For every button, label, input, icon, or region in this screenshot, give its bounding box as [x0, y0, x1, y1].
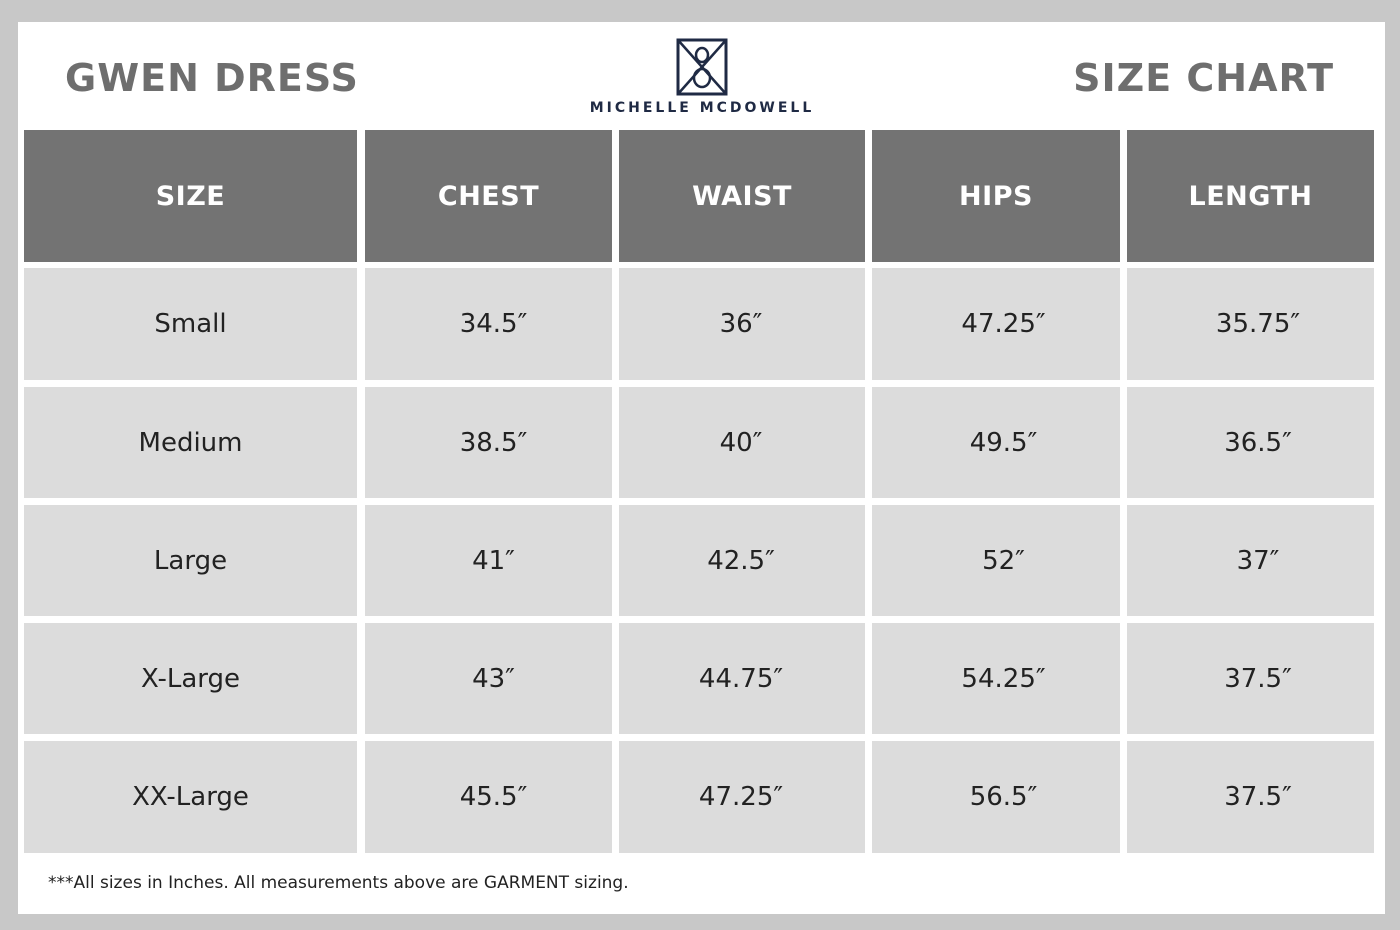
table-cell-size-text: Medium [138, 427, 243, 458]
table-cell-chest-text: 34.5″ [459, 309, 528, 339]
table-cell-length: 35.75″ [1127, 268, 1374, 380]
table-cell-waist: 47.25″ [619, 741, 865, 853]
table-cell-chest: 45.5″ [365, 741, 612, 853]
product-title: GWEN DRESS [65, 56, 359, 100]
table-cell-hips: 52″ [872, 505, 1120, 616]
table-cell-waist: 40″ [619, 387, 865, 498]
table-cell-length-text: 35.75″ [1215, 309, 1301, 339]
table-cell-waist: 42.5″ [619, 505, 865, 616]
table-cell-chest: 41″ [365, 505, 612, 616]
table-cell-chest-text: 41″ [472, 545, 515, 576]
table-cell-size: Medium [24, 387, 357, 498]
footnote: ***All sizes in Inches. All measurements… [48, 873, 629, 893]
table-cell-waist-text: 36″ [719, 309, 763, 339]
table-cell-hips: 56.5″ [872, 741, 1120, 853]
column-header-size: SIZE [24, 130, 357, 262]
table-cell-length: 36.5″ [1127, 387, 1374, 498]
column-header-chest: CHEST [365, 130, 612, 262]
table-cell-hips: 49.5″ [872, 387, 1120, 498]
table-cell-size: Large [24, 505, 357, 616]
brand-monogram-icon [676, 38, 728, 96]
table-cell-chest: 43″ [365, 623, 612, 734]
table-cell-length-text: 37″ [1236, 545, 1280, 576]
table-cell-waist-text: 44.75″ [698, 663, 784, 694]
table-cell-waist-text: 42.5″ [707, 545, 775, 576]
column-header-size-text: SIZE [155, 180, 226, 212]
table-cell-length-text: 37.5″ [1224, 663, 1292, 694]
table-cell-waist: 44.75″ [619, 623, 865, 734]
column-header-waist: WAIST [619, 130, 865, 262]
table-cell-hips: 54.25″ [872, 623, 1120, 734]
table-cell-chest: 34.5″ [365, 268, 612, 380]
table-cell-size: XX-Large [24, 741, 357, 853]
column-header-waist-text: WAIST [692, 180, 792, 212]
table-cell-hips: 47.25″ [872, 268, 1120, 380]
table-cell-size-text: Large [153, 545, 228, 576]
table-cell-chest-text: 38.5″ [459, 427, 528, 458]
table-cell-hips-text: 54.25″ [961, 663, 1046, 694]
chart-title: SIZE CHART [1073, 56, 1334, 100]
table-cell-size: Small [24, 268, 357, 380]
table-cell-waist: 36″ [619, 268, 865, 380]
table-cell-chest: 38.5″ [365, 387, 612, 498]
table-cell-size: X-Large [24, 623, 357, 734]
column-header-hips-text: HIPS [959, 180, 1033, 212]
column-header-length-text: LENGTH [1188, 180, 1313, 212]
table-cell-length-text: 37.5″ [1224, 782, 1292, 812]
table-cell-length: 37.5″ [1127, 623, 1374, 734]
table-cell-hips-text: 47.25″ [961, 309, 1046, 339]
column-header-length: LENGTH [1127, 130, 1374, 262]
table-cell-size-text: Small [154, 309, 227, 339]
brand-logo: MICHELLE MCDOWELL [589, 38, 815, 120]
table-cell-waist-text: 47.25″ [698, 782, 784, 812]
table-cell-hips-text: 52″ [982, 545, 1025, 576]
column-header-chest-text: CHEST [437, 180, 540, 212]
table-cell-hips-text: 56.5″ [969, 782, 1038, 812]
table-cell-size-text: X-Large [140, 663, 241, 694]
table-cell-chest-text: 45.5″ [459, 782, 528, 812]
table-cell-size-text: XX-Large [132, 782, 249, 812]
table-cell-waist-text: 40″ [719, 427, 763, 458]
table-cell-length-text: 36.5″ [1224, 427, 1292, 458]
table-cell-chest-text: 43″ [472, 663, 515, 694]
table-cell-length: 37″ [1127, 505, 1374, 616]
column-header-hips: HIPS [872, 130, 1120, 262]
table-cell-length: 37.5″ [1127, 741, 1374, 853]
brand-name: MICHELLE MCDOWELL [589, 100, 815, 116]
table-cell-hips-text: 49.5″ [969, 427, 1038, 458]
